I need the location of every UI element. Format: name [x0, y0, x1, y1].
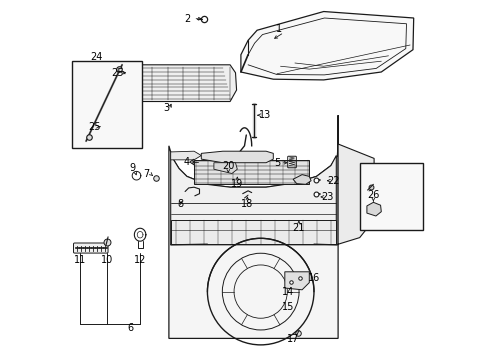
Bar: [359, 163, 422, 230]
Text: 4: 4: [183, 157, 189, 167]
Text: 18: 18: [241, 199, 253, 210]
Text: 17: 17: [286, 334, 299, 344]
Text: 26: 26: [366, 190, 379, 200]
Text: 1: 1: [275, 24, 281, 34]
Polygon shape: [241, 12, 413, 80]
Text: 11: 11: [74, 255, 86, 265]
Polygon shape: [168, 115, 337, 338]
Text: 2: 2: [183, 14, 190, 24]
Text: 12: 12: [134, 255, 146, 265]
Text: 13: 13: [259, 110, 271, 120]
Polygon shape: [127, 65, 236, 102]
Text: 21: 21: [292, 222, 305, 233]
Polygon shape: [292, 175, 310, 184]
Text: 25: 25: [111, 68, 124, 78]
Text: 20: 20: [222, 161, 234, 171]
Text: 6: 6: [127, 323, 133, 333]
Text: 16: 16: [307, 273, 319, 283]
Text: 9: 9: [129, 163, 135, 174]
Polygon shape: [366, 202, 381, 216]
Text: 19: 19: [231, 179, 243, 189]
Text: 5: 5: [273, 158, 280, 168]
Polygon shape: [201, 151, 273, 163]
FancyBboxPatch shape: [73, 243, 108, 253]
Text: 25: 25: [87, 122, 100, 132]
Text: 15: 15: [281, 302, 293, 312]
Polygon shape: [170, 152, 336, 245]
Polygon shape: [170, 220, 336, 244]
Polygon shape: [194, 160, 309, 184]
Text: 10: 10: [101, 255, 113, 265]
Text: 24: 24: [91, 52, 103, 62]
Polygon shape: [284, 272, 309, 290]
Text: 22: 22: [327, 176, 339, 186]
Polygon shape: [213, 163, 237, 174]
Polygon shape: [336, 144, 373, 245]
Polygon shape: [189, 159, 194, 165]
Text: 8: 8: [177, 199, 183, 210]
Polygon shape: [170, 151, 201, 160]
Text: 14: 14: [281, 287, 293, 297]
Text: 23: 23: [321, 192, 333, 202]
Bar: [72, 61, 142, 148]
Text: 7: 7: [143, 168, 149, 179]
Text: 3: 3: [163, 103, 169, 113]
